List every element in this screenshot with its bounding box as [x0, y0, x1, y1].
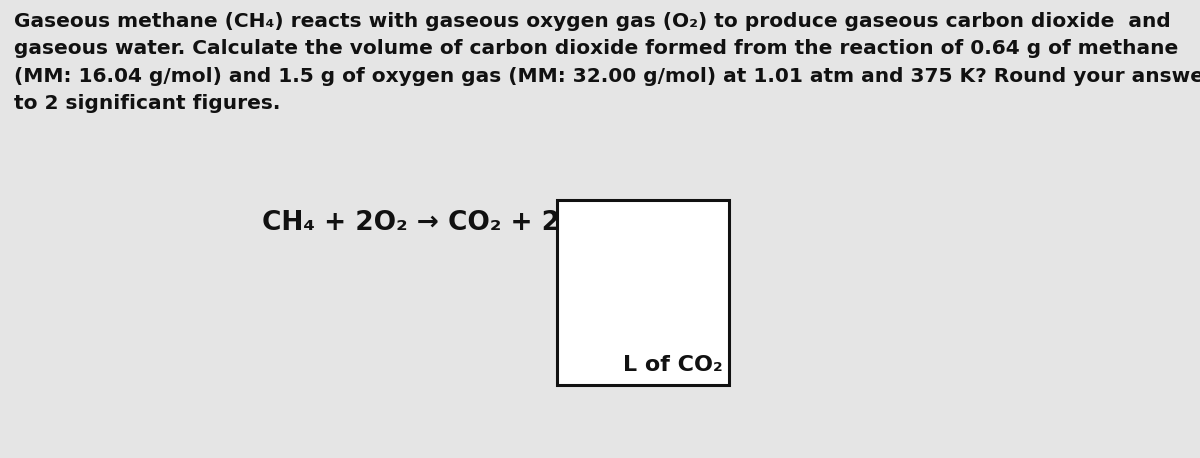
Text: L of CO₂: L of CO₂: [623, 355, 722, 375]
Text: Gaseous methane (CH₄) reacts with gaseous oxygen gas (O₂) to produce gaseous car: Gaseous methane (CH₄) reacts with gaseou…: [13, 12, 1200, 113]
Bar: [557, 200, 730, 385]
Text: CH₄ + 2O₂ → CO₂ + 2H₂O: CH₄ + 2O₂ → CO₂ + 2H₂O: [262, 210, 616, 236]
